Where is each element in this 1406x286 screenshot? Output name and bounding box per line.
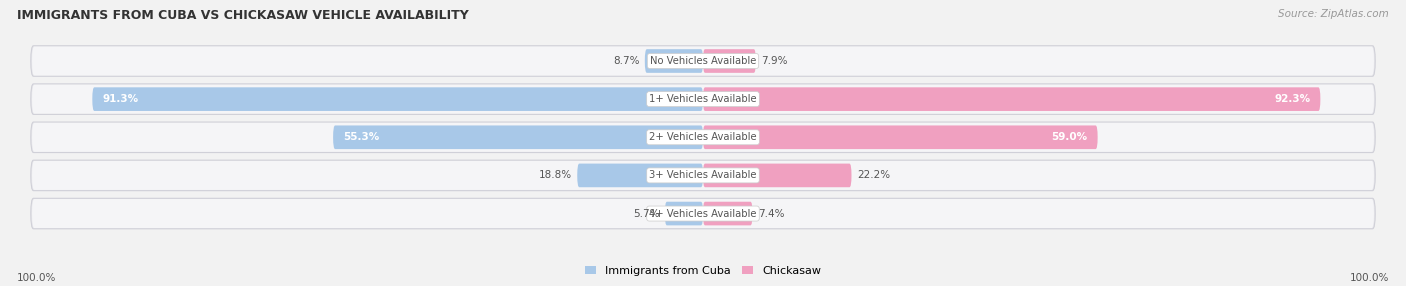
Text: 22.2%: 22.2%	[856, 170, 890, 180]
Text: 1+ Vehicles Available: 1+ Vehicles Available	[650, 94, 756, 104]
Text: 5.7%: 5.7%	[633, 208, 659, 219]
FancyBboxPatch shape	[31, 198, 1375, 229]
FancyBboxPatch shape	[665, 202, 703, 225]
FancyBboxPatch shape	[31, 122, 1375, 152]
FancyBboxPatch shape	[32, 47, 1374, 76]
FancyBboxPatch shape	[703, 202, 752, 225]
FancyBboxPatch shape	[703, 87, 1320, 111]
Legend: Immigrants from Cuba, Chickasaw: Immigrants from Cuba, Chickasaw	[581, 261, 825, 281]
FancyBboxPatch shape	[32, 199, 1374, 228]
FancyBboxPatch shape	[31, 160, 1375, 191]
FancyBboxPatch shape	[31, 84, 1375, 114]
Text: 100.0%: 100.0%	[1350, 273, 1389, 283]
Text: 7.4%: 7.4%	[758, 208, 785, 219]
FancyBboxPatch shape	[333, 126, 703, 149]
Text: Source: ZipAtlas.com: Source: ZipAtlas.com	[1278, 9, 1389, 19]
FancyBboxPatch shape	[645, 49, 703, 73]
FancyBboxPatch shape	[703, 49, 756, 73]
FancyBboxPatch shape	[93, 87, 703, 111]
FancyBboxPatch shape	[32, 123, 1374, 152]
Text: 3+ Vehicles Available: 3+ Vehicles Available	[650, 170, 756, 180]
FancyBboxPatch shape	[32, 85, 1374, 114]
Text: 8.7%: 8.7%	[613, 56, 640, 66]
FancyBboxPatch shape	[703, 164, 852, 187]
Text: 18.8%: 18.8%	[538, 170, 572, 180]
Text: IMMIGRANTS FROM CUBA VS CHICKASAW VEHICLE AVAILABILITY: IMMIGRANTS FROM CUBA VS CHICKASAW VEHICL…	[17, 9, 468, 21]
FancyBboxPatch shape	[32, 161, 1374, 190]
Text: 4+ Vehicles Available: 4+ Vehicles Available	[650, 208, 756, 219]
Text: 100.0%: 100.0%	[17, 273, 56, 283]
FancyBboxPatch shape	[31, 46, 1375, 76]
Text: 59.0%: 59.0%	[1052, 132, 1088, 142]
Text: 55.3%: 55.3%	[343, 132, 380, 142]
Text: 7.9%: 7.9%	[761, 56, 787, 66]
Text: 2+ Vehicles Available: 2+ Vehicles Available	[650, 132, 756, 142]
Text: No Vehicles Available: No Vehicles Available	[650, 56, 756, 66]
FancyBboxPatch shape	[703, 126, 1098, 149]
FancyBboxPatch shape	[578, 164, 703, 187]
Text: 92.3%: 92.3%	[1274, 94, 1310, 104]
Text: 91.3%: 91.3%	[103, 94, 138, 104]
